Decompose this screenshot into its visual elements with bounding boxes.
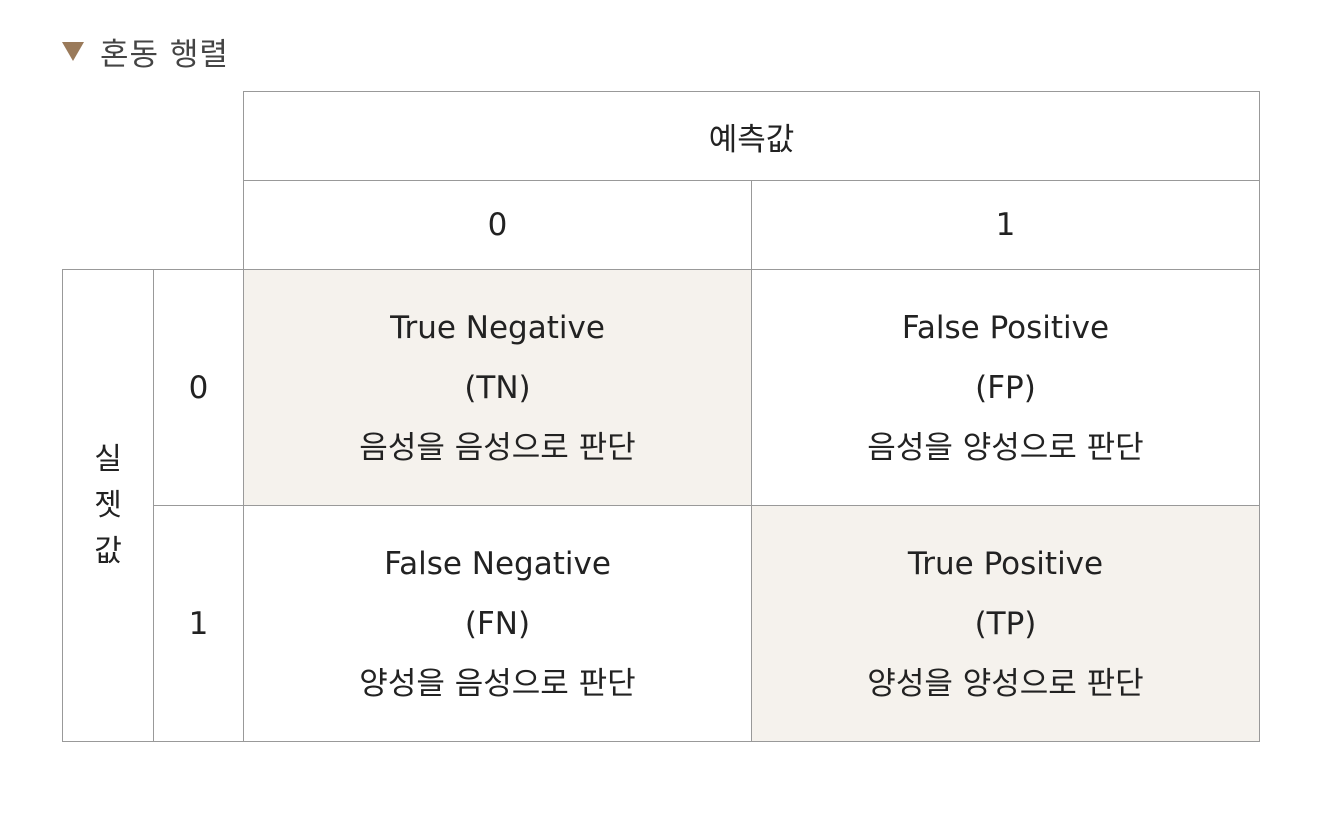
- matrix-cell-fp: False Positive (FP) 음성을 양성으로 판단: [751, 269, 1260, 506]
- cell-abbr: (FP): [975, 369, 1036, 406]
- actual-label-0-text: 0: [188, 369, 209, 406]
- predicted-label-1-text: 1: [995, 207, 1016, 243]
- cell-abbr: (TN): [464, 369, 531, 406]
- cell-name: False Negative: [384, 545, 611, 582]
- predicted-label-0: 0: [243, 180, 752, 270]
- actual-header-char-0: 실: [94, 441, 122, 477]
- matrix-cell-tp: True Positive (TP) 양성을 양성으로 판단: [751, 505, 1260, 742]
- actual-header-char-2: 값: [94, 533, 122, 569]
- title-text: 혼동 행렬: [100, 36, 229, 73]
- cell-name: True Positive: [907, 545, 1104, 582]
- cell-desc: 음성을 음성으로 판단: [359, 429, 636, 466]
- cell-desc: 양성을 음성으로 판단: [359, 665, 636, 702]
- actual-label-0: 0: [153, 269, 244, 506]
- actual-label-1: 1: [153, 505, 244, 742]
- predicted-label-1: 1: [751, 180, 1260, 270]
- cell-desc: 음성을 양성으로 판단: [867, 429, 1144, 466]
- cell-abbr: (TP): [974, 605, 1037, 642]
- matrix-cell-tn: True Negative (TN) 음성을 음성으로 판단: [243, 269, 752, 506]
- predicted-label-0-text: 0: [487, 207, 508, 243]
- predicted-header-label: 예측값: [708, 121, 795, 158]
- triangle-down-icon: [62, 41, 84, 61]
- cell-name: True Negative: [390, 309, 605, 346]
- cell-abbr: (FN): [464, 605, 531, 642]
- predicted-header: 예측값: [243, 91, 1260, 181]
- actual-header: 실 젯 값: [62, 269, 154, 742]
- actual-label-1-text: 1: [188, 605, 209, 642]
- matrix-cell-fn: False Negative (FN) 양성을 음성으로 판단: [243, 505, 752, 742]
- section-title: 혼동 행렬: [62, 28, 229, 74]
- actual-header-char-1: 젯: [94, 487, 122, 523]
- actual-header-label: 실 젯 값: [94, 437, 122, 575]
- cell-name: False Positive: [901, 309, 1110, 346]
- cell-desc: 양성을 양성으로 판단: [867, 665, 1144, 702]
